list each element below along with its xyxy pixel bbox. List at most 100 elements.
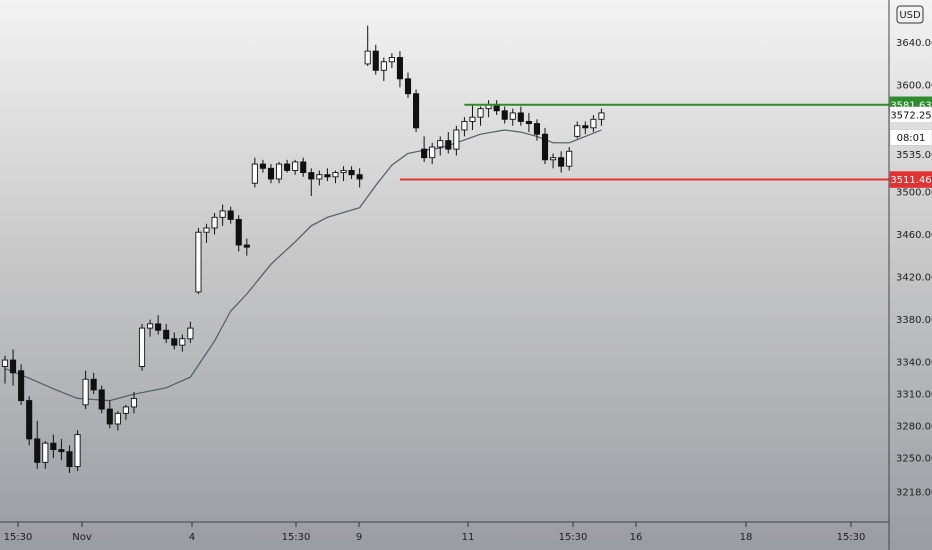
price-tick-label: 3310.00: [896, 390, 932, 401]
candle: [187, 321, 194, 344]
candle: [380, 57, 387, 81]
candle-body: [227, 210, 234, 220]
candle: [308, 168, 315, 197]
candle: [566, 147, 573, 171]
candle-body: [243, 244, 250, 248]
candle: [372, 44, 379, 75]
candle: [82, 370, 89, 410]
candle: [155, 315, 162, 335]
candle-body: [566, 150, 573, 167]
candle: [90, 372, 97, 395]
price-tick-label: 3640.00: [896, 38, 932, 49]
candle: [525, 112, 532, 133]
candle: [130, 392, 138, 414]
candle-body: [372, 50, 379, 71]
candle-body: [501, 110, 508, 120]
candle-body: [98, 389, 105, 410]
price-axis[interactable]: 3640.00 3600.00 3535.00 3500.00 3460.00 3420.…: [896, 38, 932, 499]
candle-body: [413, 93, 420, 129]
candle: [300, 157, 307, 177]
price-tick-label: 3380.00: [896, 315, 932, 326]
candle: [421, 136, 428, 162]
candle-body: [235, 219, 242, 246]
candle: [219, 204, 226, 226]
candle-body: [300, 161, 307, 174]
candle: [533, 119, 541, 141]
candle-body: [259, 163, 266, 169]
candle-body: [10, 359, 17, 374]
time-axis[interactable]: 15:30 Nov 4 15:30 9 11 15:30 16 18 15:30: [4, 522, 866, 543]
price-label-bg: [889, 171, 932, 188]
time-tick-label: 15:30: [282, 532, 311, 543]
candle: [348, 166, 355, 179]
candle: [50, 434, 57, 459]
candle: [275, 161, 283, 184]
candle: [541, 127, 549, 165]
price-label-support: 3511.46: [889, 171, 932, 188]
candle: [243, 238, 250, 256]
candle-body: [380, 61, 387, 71]
candle: [396, 51, 403, 88]
candle: [388, 53, 395, 69]
candle-body: [163, 329, 170, 340]
candle: [227, 206, 234, 224]
candle: [364, 25, 371, 67]
candle: [203, 223, 210, 243]
time-tick-label: 11: [462, 532, 475, 543]
candle: [267, 164, 275, 184]
candle-body: [284, 163, 291, 171]
currency-badge[interactable]: USD: [896, 5, 924, 24]
candle: [284, 159, 291, 173]
candle: [98, 385, 105, 414]
time-tick-label: 15:30: [837, 532, 866, 543]
time-tick-label: 16: [630, 532, 643, 543]
candle: [469, 104, 476, 130]
candle-body: [90, 378, 97, 391]
candle-body: [590, 118, 597, 129]
candle: [453, 125, 460, 156]
candle: [574, 121, 581, 139]
price-tick-label: 3250.00: [896, 454, 932, 465]
candle: [66, 445, 73, 473]
time-tick-label: 15:30: [4, 532, 33, 543]
candle: [138, 323, 146, 371]
horizontal-levels-layer: [399, 103, 889, 181]
candle: [461, 117, 468, 137]
candle: [10, 349, 17, 386]
candle-body: [203, 227, 210, 233]
price-tick-label: 3340.00: [896, 358, 932, 369]
candle-body: [340, 169, 347, 174]
candle-body: [122, 406, 129, 414]
candle-body: [195, 231, 202, 293]
time-tick-label: Nov: [72, 532, 92, 543]
candle: [356, 168, 363, 188]
candle-body: [324, 174, 331, 178]
time-tick-label: 4: [189, 532, 195, 543]
candle-body: [332, 172, 339, 178]
candle-body: [267, 167, 275, 180]
price-tick-label: 3280.00: [896, 422, 932, 433]
candle-body: [18, 370, 25, 402]
candle: [437, 136, 444, 156]
candle-body: [147, 323, 154, 329]
candle-body: [598, 112, 605, 120]
candle-body: [34, 438, 41, 463]
candle-body: [388, 57, 395, 63]
candle: [195, 227, 202, 295]
candle-body: [533, 123, 541, 135]
candle-body: [421, 148, 428, 159]
candle: [493, 100, 500, 116]
price-label-current: 3572.25: [889, 106, 932, 124]
candle-body: [348, 169, 355, 176]
candle-body: [171, 338, 178, 346]
candle: [292, 159, 299, 175]
moving-average-layer: [4, 129, 602, 402]
candle-body: [461, 120, 468, 131]
candle-body: [130, 397, 138, 408]
candle: [171, 332, 178, 350]
candle-body: [364, 50, 371, 65]
candle-body: [50, 442, 57, 451]
time-tick-label: 9: [356, 532, 362, 543]
candle: [316, 170, 323, 186]
